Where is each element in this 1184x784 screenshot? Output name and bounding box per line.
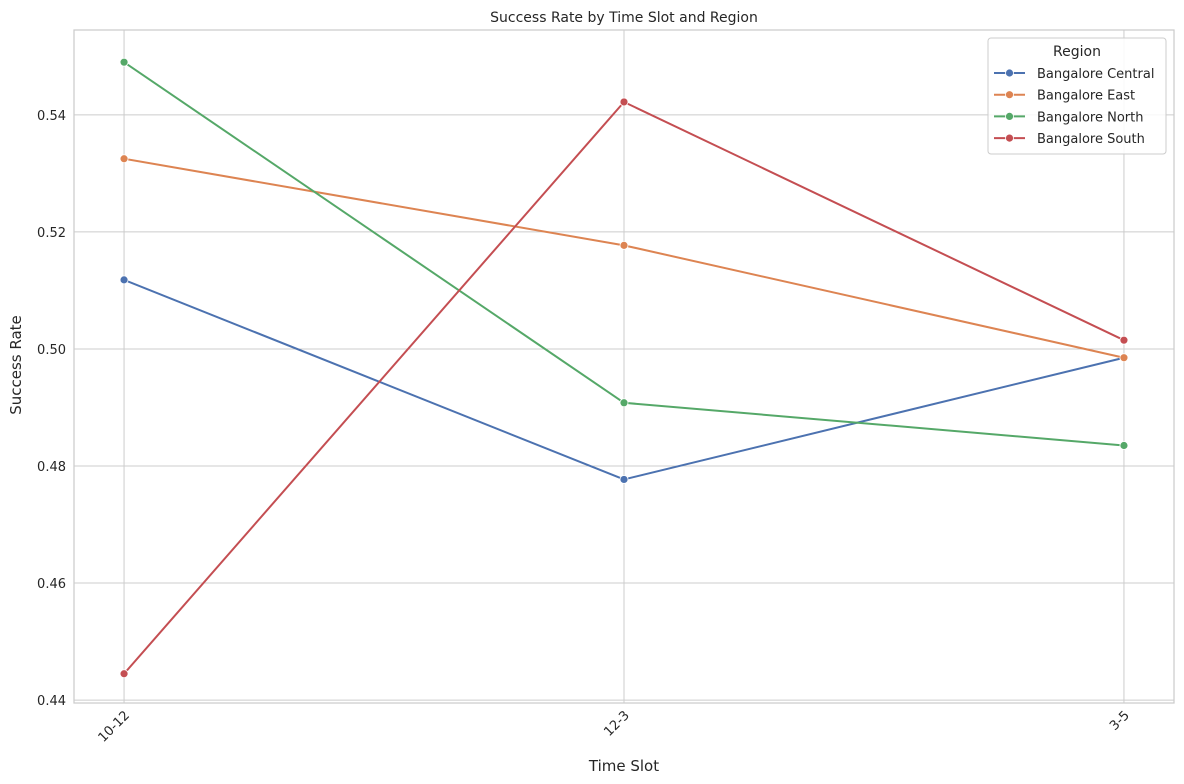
x-axis-ticks: 10-12 12-3 3-5 (96, 708, 1133, 745)
data-point-bangalore-east (1119, 353, 1129, 363)
plot-area-border (73, 29, 1175, 704)
data-point-bangalore-east (619, 240, 629, 250)
legend-item-bangalore-north: Bangalore North (994, 110, 1143, 125)
data-point-bangalore-north (619, 398, 629, 408)
x-tick-label: 3-5 (1107, 708, 1133, 734)
data-point-bangalore-north (119, 57, 129, 67)
legend-item-bangalore-south: Bangalore South (994, 132, 1145, 147)
data-point-bangalore-south (1119, 335, 1129, 345)
data-point-bangalore-central (619, 475, 629, 484)
y-tick-label: 0.54 (37, 109, 66, 124)
legend-label: Bangalore North (1037, 110, 1143, 125)
y-tick-label: 0.50 (37, 343, 66, 358)
y-axis-title: Success Rate (7, 315, 25, 415)
legend-frame (987, 37, 1167, 155)
y-tick-label: 0.44 (37, 694, 66, 709)
legend-item-bangalore-central: Bangalore Central (994, 67, 1154, 82)
y-axis-ticks: 0.44 0.46 0.48 0.50 0.52 0.54 (37, 109, 66, 709)
axes-frame (73, 29, 1175, 704)
y-tick-label: 0.46 (37, 577, 66, 592)
data-point-bangalore-south (119, 669, 129, 679)
legend-marker-swatch (1005, 112, 1014, 121)
data-point-bangalore-south (619, 97, 629, 107)
legend-marker-swatch (1005, 133, 1014, 143)
x-tick-label: 12-3 (601, 708, 632, 739)
legend-label: Bangalore East (1037, 89, 1135, 104)
y-tick-label: 0.52 (37, 226, 66, 241)
data-point-bangalore-north (1119, 441, 1129, 450)
x-axis-title: Time Slot (588, 757, 659, 775)
x-tick-label: 10-12 (96, 708, 133, 745)
y-tick-label: 0.48 (37, 460, 66, 475)
legend-title: Region (1053, 44, 1101, 60)
legend-item-bangalore-east: Bangalore East (994, 89, 1135, 104)
legend-label: Bangalore South (1037, 132, 1145, 147)
legend-items: Bangalore Central Bangalore East Bangalore… (994, 67, 1154, 147)
data-point-bangalore-central (119, 275, 129, 285)
series-group (119, 57, 1129, 679)
data-point-bangalore-east (119, 154, 129, 164)
legend-marker-swatch (1005, 68, 1014, 78)
legend-marker-swatch (1005, 90, 1014, 100)
chart-title: Success Rate by Time Slot and Region (490, 10, 758, 26)
legend-label: Bangalore Central (1037, 67, 1154, 82)
grid (74, 30, 1174, 703)
